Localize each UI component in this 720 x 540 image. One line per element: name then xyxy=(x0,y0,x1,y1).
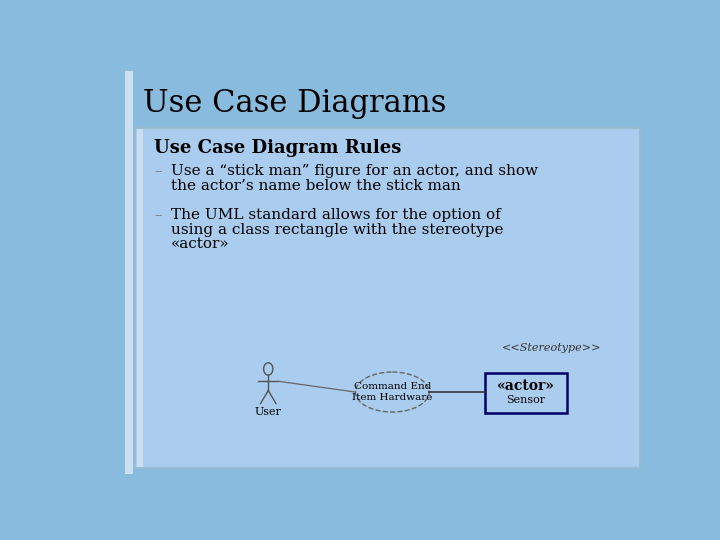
Ellipse shape xyxy=(356,372,429,412)
FancyBboxPatch shape xyxy=(137,130,143,467)
Text: Use Case Diagram Rules: Use Case Diagram Rules xyxy=(153,139,401,157)
FancyBboxPatch shape xyxy=(135,128,640,468)
Text: –: – xyxy=(154,164,162,178)
Text: Item Hardware: Item Hardware xyxy=(352,393,433,402)
Text: Command End: Command End xyxy=(354,382,431,391)
Text: <<Stereotype>>: <<Stereotype>> xyxy=(502,343,601,353)
Text: Use a “stick man” figure for an actor, and show: Use a “stick man” figure for an actor, a… xyxy=(171,164,539,178)
FancyBboxPatch shape xyxy=(125,71,132,475)
FancyBboxPatch shape xyxy=(485,373,567,413)
Text: The UML standard allows for the option of: The UML standard allows for the option o… xyxy=(171,208,501,222)
Text: Sensor: Sensor xyxy=(506,395,546,405)
Text: the actor’s name below the stick man: the actor’s name below the stick man xyxy=(171,179,461,193)
Text: «actor»: «actor» xyxy=(171,237,230,251)
Text: –: – xyxy=(154,208,162,222)
Text: User: User xyxy=(255,408,282,417)
Text: «actor»: «actor» xyxy=(497,379,555,393)
Text: Use Case Diagrams: Use Case Diagrams xyxy=(143,88,446,119)
Text: using a class rectangle with the stereotype: using a class rectangle with the stereot… xyxy=(171,222,504,237)
